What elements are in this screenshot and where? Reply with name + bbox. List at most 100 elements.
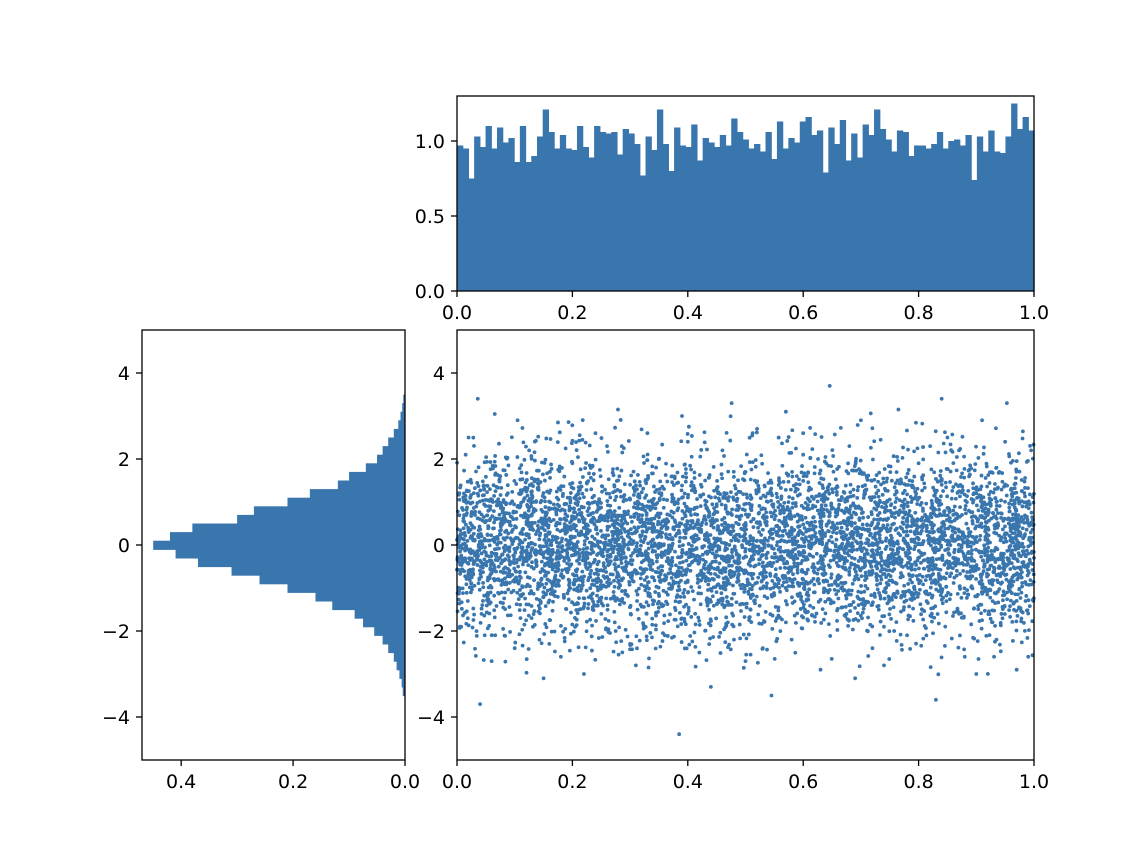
scatter-point (492, 526, 496, 531)
scatter-point (944, 593, 949, 598)
scatter-point (499, 486, 504, 490)
scatter-point (724, 615, 729, 620)
scatter-point (1018, 544, 1023, 549)
top-histogram-bar (674, 127, 681, 291)
scatter-point (724, 430, 729, 435)
scatter-point (658, 542, 663, 546)
scatter-point (922, 485, 927, 490)
scatter-point (478, 620, 483, 625)
scatter-point (472, 443, 476, 448)
scatter-point (747, 512, 752, 517)
scatter-point (584, 588, 589, 593)
scatter-point (943, 624, 948, 629)
scatter-point (523, 537, 527, 542)
scatter-point (960, 513, 964, 517)
scatter-point (759, 507, 764, 512)
scatter-point (619, 578, 624, 583)
scatter-point (628, 605, 633, 609)
scatter-point (756, 544, 761, 549)
scatter-point (543, 499, 547, 504)
scatter-point (982, 445, 986, 450)
top-histogram-bar (559, 135, 567, 291)
scatter-point (985, 592, 990, 597)
scatter-point (782, 565, 787, 570)
scatter-point (651, 575, 656, 580)
scatter-point (626, 529, 631, 534)
scatter-point (518, 539, 523, 544)
scatter-point (516, 564, 521, 569)
scatter-point (893, 541, 898, 546)
scatter-point (600, 635, 605, 639)
scatter-point (732, 474, 736, 479)
scatter-point (777, 557, 782, 562)
scatter-point (1006, 584, 1011, 589)
scatter-point (949, 496, 954, 501)
scatter-point (1029, 520, 1034, 525)
scatter-point (783, 599, 788, 603)
scatter-point (882, 467, 887, 471)
scatter-point (743, 508, 747, 513)
scatter-point (875, 517, 880, 522)
scatter-point (977, 537, 982, 542)
top-histogram-bar (765, 132, 772, 291)
scatter-point (914, 641, 918, 646)
scatter-point (746, 591, 751, 596)
scatter-point (572, 506, 576, 511)
scatter-point (1019, 515, 1024, 519)
scatter-point (803, 515, 808, 520)
scatter-point (636, 525, 641, 530)
scatter-point (679, 521, 684, 526)
scatter-point (960, 530, 965, 535)
scatter-point (905, 504, 910, 509)
scatter-point (681, 543, 685, 548)
scatter-point (711, 525, 716, 530)
scatter-point (468, 495, 473, 500)
scatter-point (895, 478, 900, 483)
scatter-point (515, 536, 520, 541)
scatter-point (661, 497, 666, 502)
scatter-point (829, 601, 833, 606)
scatter-point (729, 603, 734, 607)
scatter-point (1020, 610, 1025, 615)
scatter-point (711, 577, 716, 582)
scatter-point (611, 590, 616, 594)
scatter-point (498, 540, 503, 545)
scatter-point (539, 498, 544, 503)
scatter-point (776, 581, 781, 586)
scatter-point (573, 616, 577, 620)
scatter-point (541, 555, 546, 560)
scatter-point (574, 569, 579, 574)
scatter-point (706, 588, 710, 592)
scatter-point (684, 471, 688, 476)
scatter-point (592, 516, 597, 521)
scatter-point (554, 489, 559, 494)
scatter-point (761, 493, 766, 498)
scatter-point (612, 594, 617, 599)
scatter-point (963, 507, 968, 512)
scatter-point (905, 471, 910, 476)
scatter-point (583, 440, 588, 445)
scatter-point (941, 595, 945, 600)
scatter-point (579, 586, 584, 591)
scatter-point (885, 508, 890, 513)
scatter-point (664, 590, 669, 595)
scatter-point (798, 591, 802, 596)
scatter-point (545, 556, 550, 561)
scatter-point (571, 510, 576, 515)
scatter-point (834, 553, 839, 558)
scatter-point (939, 478, 944, 483)
scatter-point (464, 522, 468, 527)
scatter-point (773, 567, 778, 572)
scatter-point (713, 537, 718, 542)
scatter-point (626, 594, 630, 598)
scatter-point (831, 558, 836, 562)
scatter-point (992, 591, 997, 595)
scatter-point (855, 530, 860, 535)
scatter-point (639, 427, 644, 432)
scatter-point (690, 639, 695, 644)
scatter-point (577, 561, 582, 566)
scatter-point (646, 499, 651, 504)
scatter-point (926, 573, 931, 578)
scatter-point (544, 513, 549, 518)
scatter-point (505, 535, 509, 540)
